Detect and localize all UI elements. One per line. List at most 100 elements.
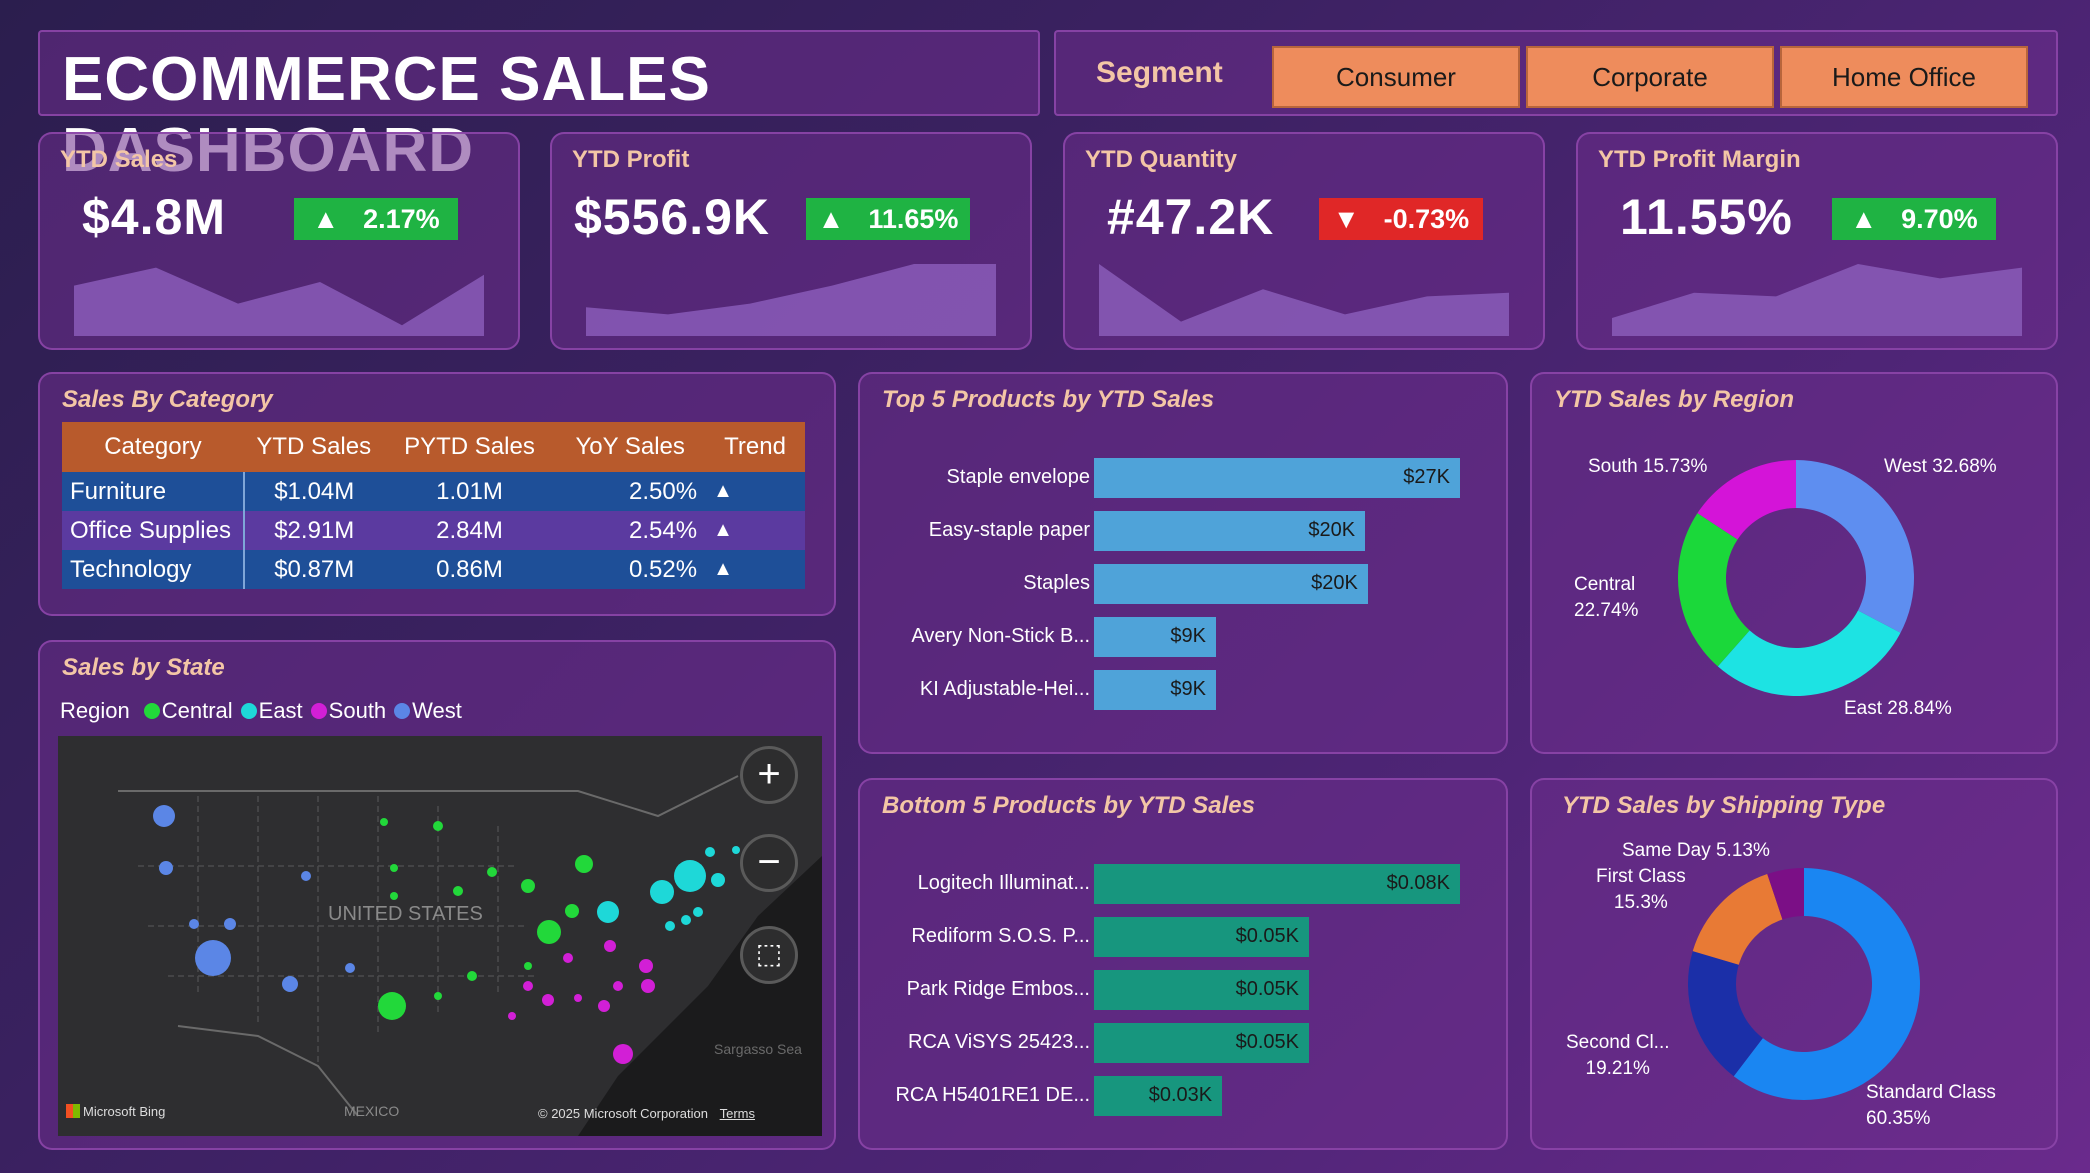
sparkline-area [586,264,996,336]
trend-up-icon: ▲ [705,550,805,589]
segment-corporate-button[interactable]: Corporate [1526,46,1774,108]
donut-slice-east[interactable] [1717,610,1901,696]
bar-label: Logitech Illuminat... [917,872,1090,894]
bar-value-label: $20K [1308,519,1356,541]
bar-label: Rediform S.O.S. P... [911,925,1090,947]
label-central: Central 22.74% [1574,574,1639,621]
donut-slice-west[interactable] [1796,460,1914,633]
land-shape [58,736,822,1136]
column-header[interactable]: Trend [705,422,805,472]
bar[interactable] [1094,970,1310,1010]
kpi-value: #47.2K [1107,189,1275,245]
cell-pytd: 2.84M [383,511,556,550]
panel-title: Top 5 Products by YTD Sales [882,386,1215,413]
segment-consumer-button[interactable]: Consumer [1272,46,1520,108]
select-area-button[interactable]: ⬚ [740,926,798,984]
segment-home-office-button[interactable]: Home Office [1780,46,2028,108]
bar[interactable] [1094,511,1366,551]
bing-logo: Microsoft Bing [66,1104,165,1119]
cell-category: Furniture [62,472,245,511]
table-row[interactable]: Technology $0.87M 0.86M 0.52% ▲ [62,550,805,589]
panel-title: Sales By Category [62,386,273,413]
kpi-card-ytd-sales: YTD Sales $4.8M ▲ 2.17% [38,132,520,350]
arrow-up-icon: ▲ [1850,204,1878,234]
arrow-down-icon: ▼ [1332,204,1360,234]
sparkline [586,264,996,336]
label-first-class: First Class 15.3% [1596,866,1686,913]
state-lines [138,796,538,1066]
label-east: East 28.84% [1844,698,1952,719]
donut-slice-standard-class[interactable] [1733,868,1920,1100]
column-header[interactable]: Category [62,422,244,472]
kpi-change: 9.70% [1901,204,1978,234]
sales-by-category-panel: Sales By Category Category YTD Sales PYT… [38,372,836,616]
sales-by-region-panel: YTD Sales by Region South 15.73% West 32… [1530,372,2058,754]
sparkline [1099,264,1509,336]
bar[interactable] [1094,917,1310,957]
table-header-row: Category YTD Sales PYTD Sales YoY Sales … [62,422,805,472]
column-header[interactable]: YTD Sales [243,422,384,472]
bar[interactable] [1094,670,1216,710]
panel-title: Sales by State [62,654,225,681]
bar[interactable] [1094,617,1216,657]
shipping-donut[interactable] [1532,780,2060,1152]
kpi-change: -0.73% [1383,204,1470,234]
legend-item-east[interactable]: East [240,698,303,724]
bar-value-label: $20K [1311,572,1358,594]
zoom-in-button[interactable]: + [740,746,798,804]
sea-label: Sargasso Sea [714,1041,802,1057]
label-second-class: Second Cl... 19.21% [1566,1032,1670,1079]
label-same-day: Same Day 5.13% [1622,840,1770,861]
zoom-out-button[interactable]: − [740,834,798,892]
segment-label: Segment [1096,56,1223,89]
state-map[interactable]: UNITED STATES MEXICO Sargasso Sea + − ⬚ … [58,736,822,1136]
bar-value-label: $0.05K [1235,978,1300,1000]
kpi-card-ytd-profit: YTD Profit $556.9K ▲ 11.65% [550,132,1032,350]
kpi-value: 11.55% [1620,189,1793,245]
bar[interactable] [1094,864,1460,904]
kpi-title: YTD Quantity [1085,146,1238,173]
donut-slice-south[interactable] [1697,460,1796,540]
bar[interactable] [1094,1023,1310,1063]
bar-value-label: $0.05K [1235,925,1300,947]
kpi-change-badge: ▲ 2.17% [294,198,458,240]
cell-ytd: $2.91M [243,511,384,550]
legend-item-south[interactable]: South [310,698,386,724]
donut-slice-same-day[interactable] [1767,868,1804,920]
panel-title: YTD Sales by Region [1554,386,1795,413]
bar-label: KI Adjustable-Hei... [919,678,1090,700]
map-canvas[interactable]: UNITED STATES MEXICO Sargasso Sea [58,736,822,1136]
kpi-title: YTD Profit [572,146,690,173]
bar[interactable] [1094,458,1460,498]
trend-up-icon: ▲ [705,511,805,550]
column-header[interactable]: YoY Sales [555,422,706,472]
table-row[interactable]: Furniture $1.04M 1.01M 2.50% ▲ [62,472,805,511]
donut-slice-central[interactable] [1678,513,1750,667]
bar[interactable] [1094,564,1368,604]
cell-ytd: $0.87M [243,550,384,589]
legend-item-central[interactable]: Central [143,698,233,724]
donut-slice-first-class[interactable] [1692,873,1783,965]
mexico-border [177,1025,359,1117]
bar-value-label: $0.08K [1386,872,1450,894]
terms-link[interactable]: Terms [719,1106,756,1121]
label-standard-class: Standard Class 60.35% [1866,1082,1996,1129]
map-copyright: © 2025 Microsoft Corporation Terms [538,1106,756,1121]
table-row[interactable]: Office Supplies $2.91M 2.84M 2.54% ▲ [62,511,805,550]
bar-label: RCA H5401RE1 DE... [895,1084,1090,1106]
cell-yoy: 2.54% [555,511,706,550]
cell-yoy: 0.52% [555,550,706,589]
kpi-change: 11.65% [868,204,959,234]
cell-yoy: 2.50% [555,472,706,511]
legend-item-west[interactable]: West [394,698,462,724]
column-header[interactable]: PYTD Sales [383,422,556,472]
sparkline-area [1099,264,1509,336]
region-donut[interactable] [1532,374,2060,756]
segment-slicer: Segment Consumer Corporate Home Office [1054,30,2058,116]
donut-slice-second-class[interactable] [1688,951,1763,1077]
bottom5-products-panel: Bottom 5 Products by YTD Sales Logitech … [858,778,1508,1150]
bar[interactable] [1094,1076,1223,1116]
kpi-card-ytd-profit-margin: YTD Profit Margin 11.55% ▲ 9.70% [1576,132,2058,350]
kpi-title: YTD Profit Margin [1598,146,1801,173]
sales-by-state-panel: Sales by State Region Central East South… [38,640,836,1150]
